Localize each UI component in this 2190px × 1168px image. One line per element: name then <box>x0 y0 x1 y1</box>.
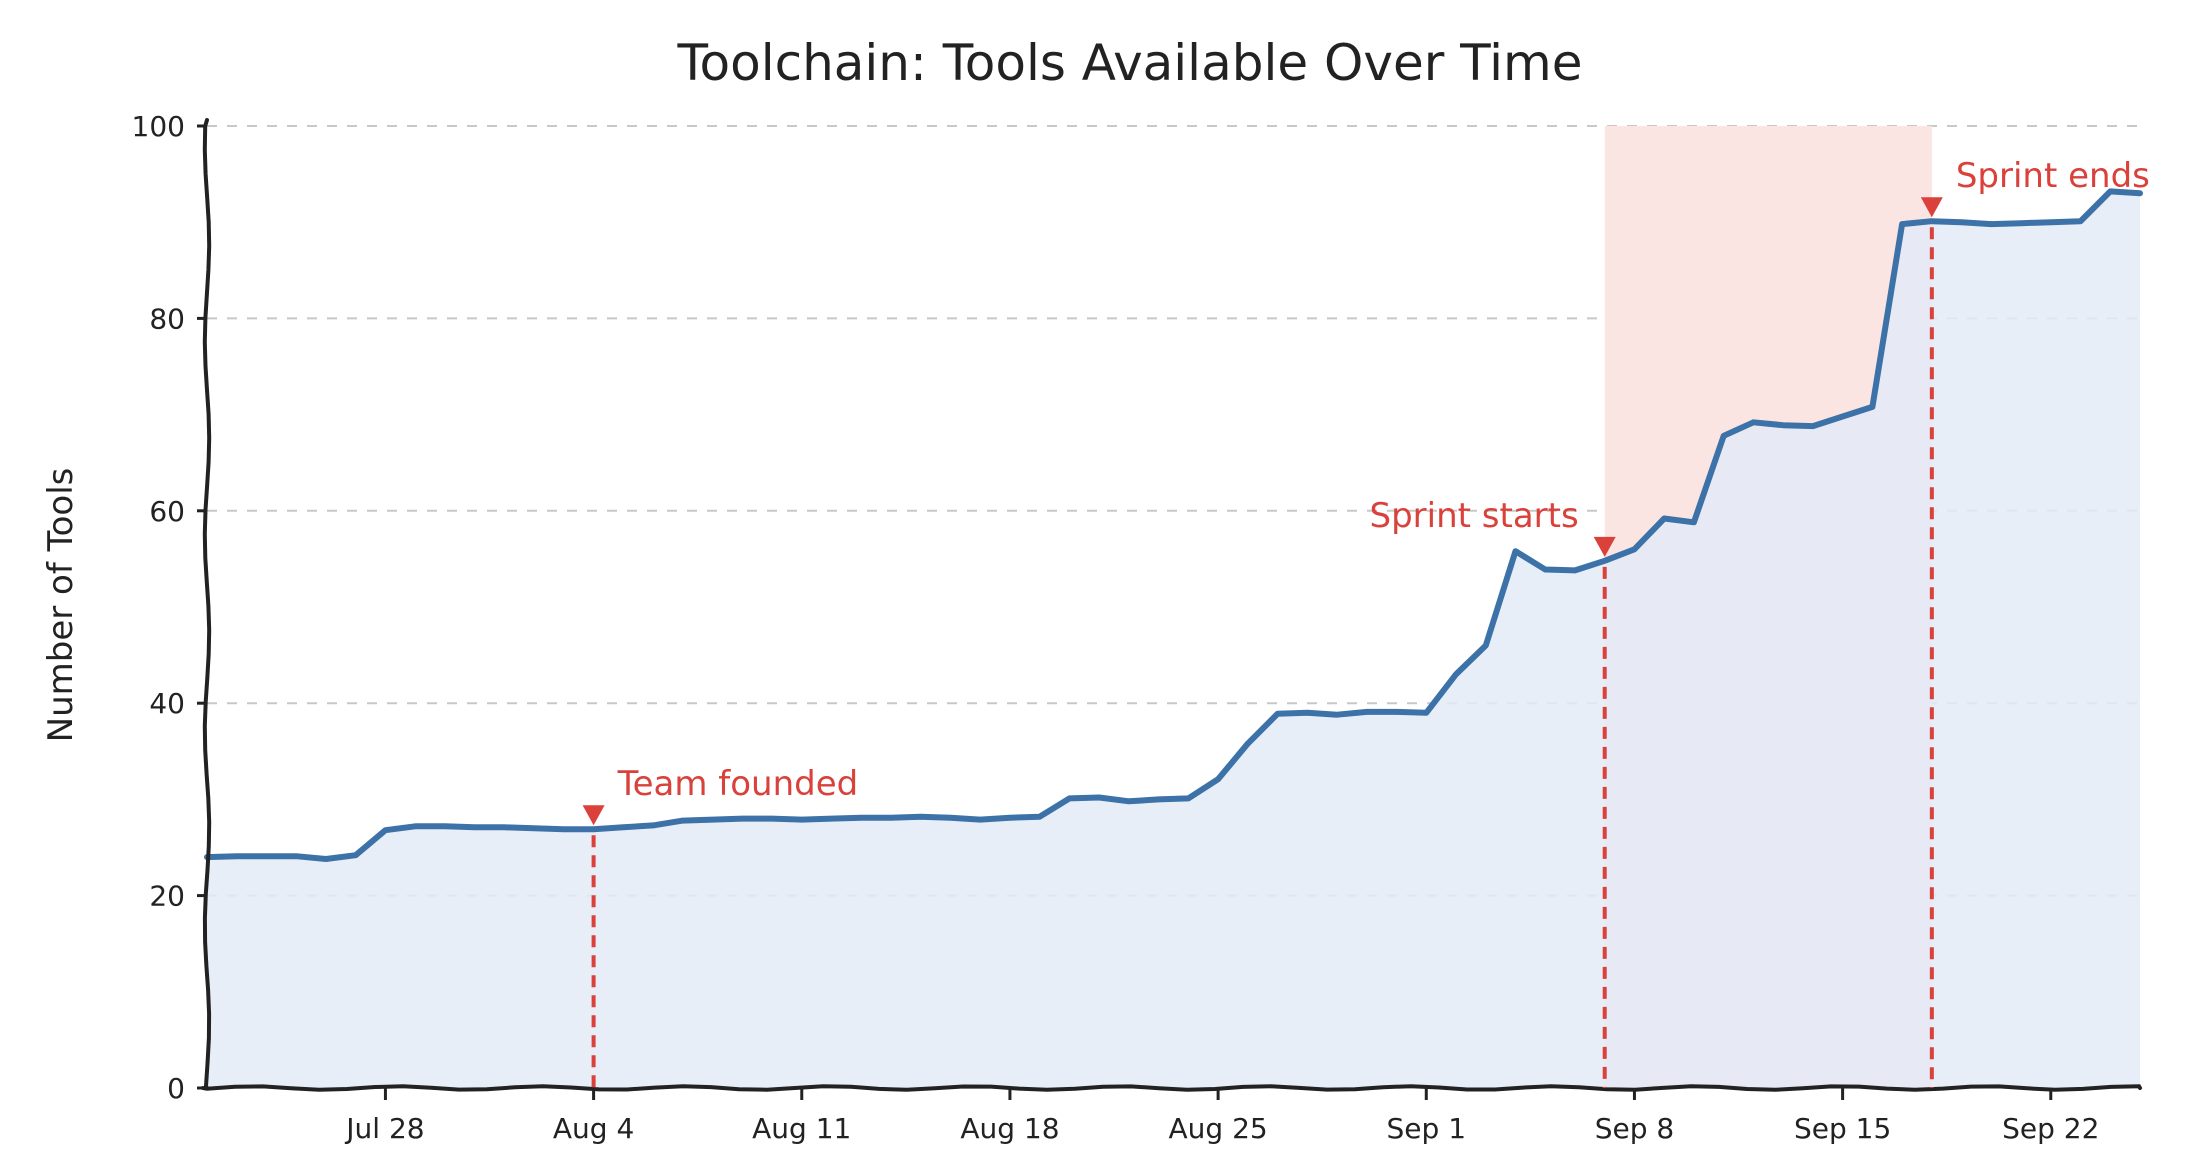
data-point <box>710 817 716 823</box>
data-point <box>1780 422 1786 428</box>
data-point <box>1542 567 1548 573</box>
data-point <box>591 826 597 832</box>
data-point <box>977 817 983 823</box>
data-point <box>1304 710 1310 716</box>
data-point <box>1364 709 1370 715</box>
data-point <box>918 814 924 820</box>
annotation-label: Sprint starts <box>1370 496 1579 536</box>
data-point <box>650 822 656 828</box>
data-point <box>1513 548 1519 554</box>
y-tick-label: 0 <box>167 1072 185 1105</box>
x-tick-label: Sep 1 <box>1387 1112 1467 1145</box>
series-line <box>204 188 2143 862</box>
data-point <box>561 826 567 832</box>
annotation-label: Sprint ends <box>1956 156 2150 196</box>
data-point <box>293 853 299 859</box>
area-layer <box>207 191 2140 1088</box>
data-point <box>1394 709 1400 715</box>
data-point <box>769 816 775 822</box>
data-point <box>1453 671 1459 677</box>
data-point <box>948 815 954 821</box>
data-point <box>829 816 835 822</box>
data-point <box>1602 558 1608 564</box>
series-area-fill <box>207 191 2140 1088</box>
data-point <box>620 824 626 830</box>
data-point <box>1631 546 1637 552</box>
data-point <box>1750 419 1756 425</box>
y-axis-line <box>202 118 212 1090</box>
x-tick-label: Jul 28 <box>344 1112 424 1145</box>
data-point <box>1721 433 1727 439</box>
y-tick-label: 40 <box>149 687 185 720</box>
data-point <box>531 825 537 831</box>
x-tick-label: Aug 25 <box>1169 1112 1268 1145</box>
data-point <box>323 856 329 862</box>
y-tick-label: 60 <box>149 495 185 528</box>
data-point <box>1334 712 1340 718</box>
data-point <box>1156 796 1162 802</box>
line-layer <box>204 188 2143 862</box>
data-point <box>1037 814 1043 820</box>
data-point <box>234 853 240 859</box>
y-tick-label: 100 <box>132 110 185 143</box>
data-point <box>858 815 864 821</box>
x-tick-label: Sep 8 <box>1595 1112 1675 1145</box>
data-point <box>1096 795 1102 801</box>
data-point <box>1185 795 1191 801</box>
data-point <box>1661 516 1667 522</box>
data-point <box>472 824 478 830</box>
data-point <box>2078 218 2084 224</box>
tick-labels: 0 20 40 60 80 100 Jul 28 Aug 4 Aug 11 Aug 18 Aug 2… <box>132 110 2100 1145</box>
annotation-marker <box>582 805 605 826</box>
x-tick-label: Sep 15 <box>1794 1112 1891 1145</box>
data-point <box>1275 711 1281 717</box>
x-axis-line <box>201 1084 2142 1092</box>
data-point <box>1423 710 1429 716</box>
data-point <box>1840 414 1846 420</box>
data-point <box>1066 795 1072 801</box>
annotations: Team founded Sprint starts Sprint ends <box>582 156 2150 1088</box>
data-point <box>799 817 805 823</box>
data-point <box>680 818 686 824</box>
data-point <box>1572 567 1578 573</box>
data-point <box>1929 218 1935 224</box>
data-point <box>1483 643 1489 649</box>
data-point <box>1810 423 1816 429</box>
data-point <box>888 815 894 821</box>
data-point <box>1959 219 1965 225</box>
data-point <box>739 816 745 822</box>
data-point <box>1126 798 1132 804</box>
x-tick-label: Aug 4 <box>553 1112 634 1145</box>
data-point <box>442 823 448 829</box>
axes <box>197 118 2142 1100</box>
y-tick-label: 80 <box>149 302 185 335</box>
data-point <box>2018 220 2024 226</box>
annotation-marker <box>1920 197 1943 218</box>
data-point <box>1215 776 1221 782</box>
annotation-label: Team founded <box>617 764 859 804</box>
data-point <box>412 823 418 829</box>
y-axis-label: Number of Tools <box>41 468 81 743</box>
data-point <box>2048 219 2054 225</box>
data-point <box>1007 815 1013 821</box>
data-point <box>1988 221 1994 227</box>
data-point <box>382 827 388 833</box>
x-tick-label: Sep 22 <box>2002 1112 2099 1145</box>
chart-title: Toolchain: Tools Available Over Time <box>676 34 1582 92</box>
data-point <box>1899 221 1905 227</box>
x-tick-label: Aug 18 <box>960 1112 1059 1145</box>
y-tick-label: 20 <box>149 880 185 913</box>
data-point <box>353 852 359 858</box>
x-tick-label: Aug 11 <box>752 1112 851 1145</box>
data-point <box>1691 519 1697 525</box>
data-point <box>1869 404 1875 410</box>
data-point <box>501 824 507 830</box>
data-point <box>264 853 270 859</box>
annotation-marker <box>1593 536 1616 557</box>
data-point <box>1245 741 1251 747</box>
